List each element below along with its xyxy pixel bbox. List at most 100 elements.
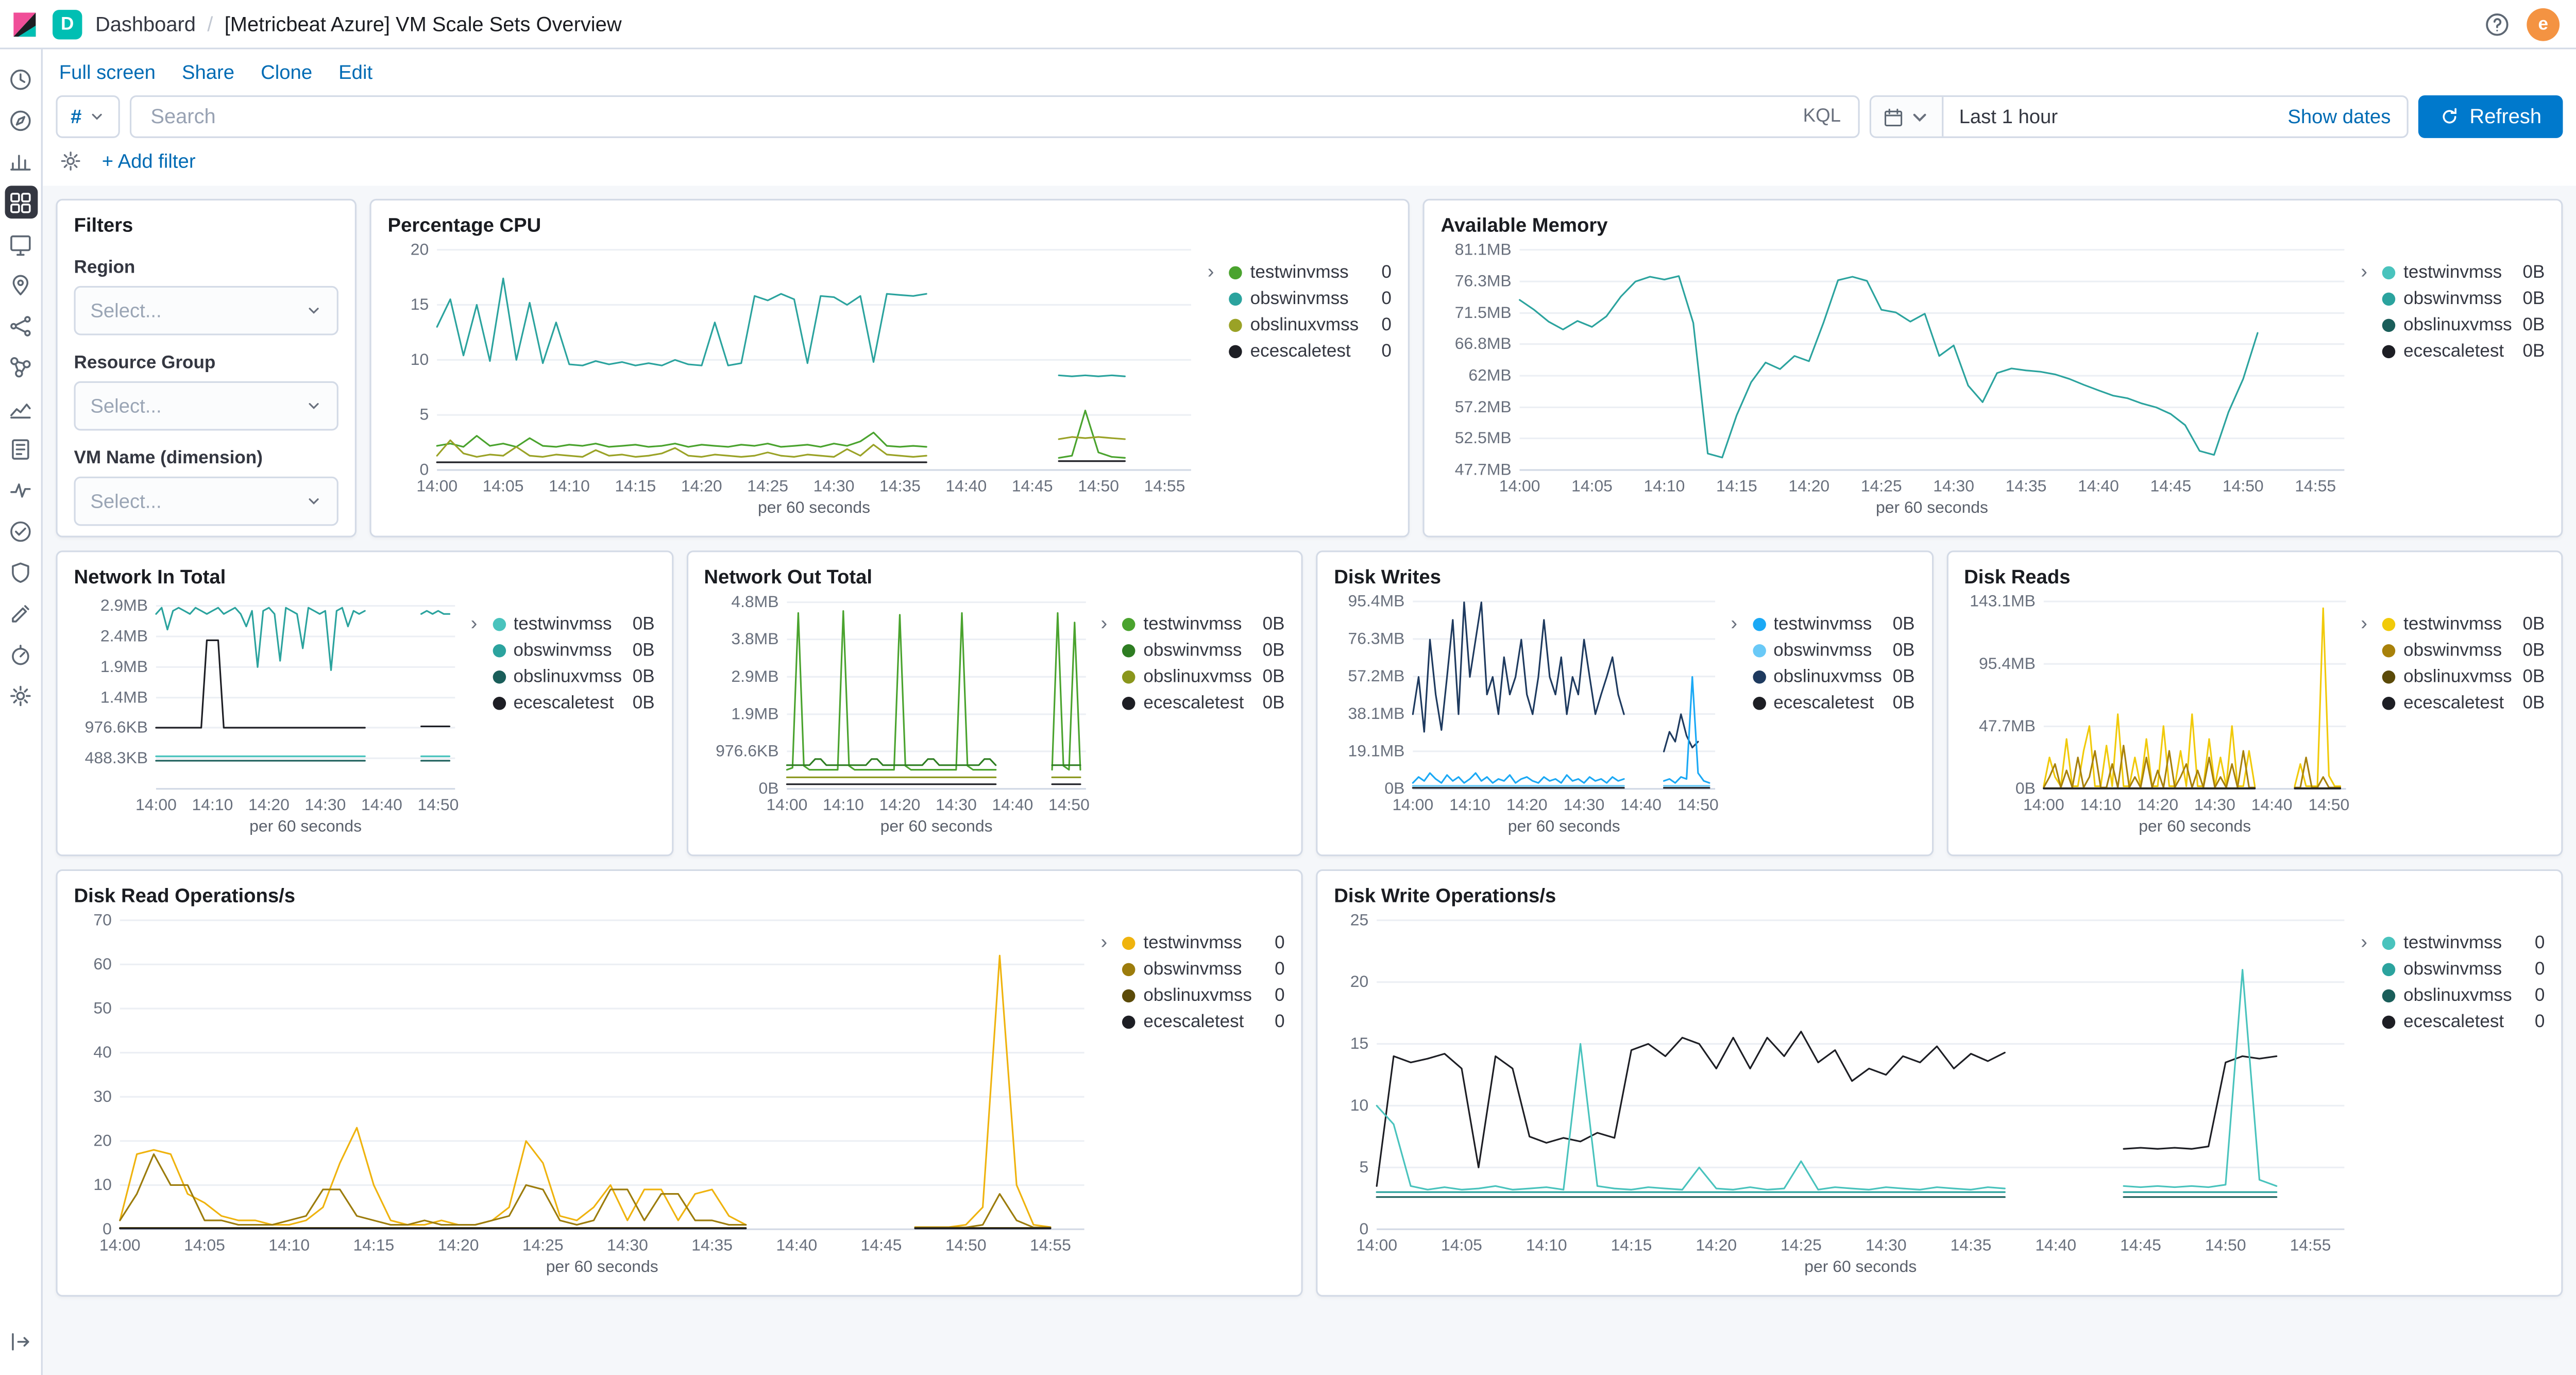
stack-monitoring-icon[interactable]	[4, 638, 37, 670]
time-range-value[interactable]: Last 1 hour	[1959, 105, 2058, 128]
help-icon[interactable]	[2484, 11, 2510, 37]
legend-item[interactable]: testwinvmss 0B	[492, 611, 655, 638]
legend-item[interactable]: obslinuxvmss 0B	[2382, 664, 2545, 690]
maps-icon[interactable]	[4, 268, 37, 301]
user-avatar[interactable]: e	[2527, 7, 2560, 41]
kibana-logo[interactable]	[10, 9, 39, 39]
network-in-chart[interactable]: 488.3KB 976.6KB 1.4MB 1.9MB 2.4MB 2.9MB 14:00 1…	[74, 592, 470, 842]
filter-settings-gear-icon[interactable]	[59, 149, 82, 173]
cpu-chart[interactable]: 0 5 10 15 20 14:00 14:05 14:10 14:15 14:20 14:25 14…	[388, 240, 1208, 523]
resource-group-select[interactable]: Select...	[74, 381, 338, 431]
legend-item[interactable]: ecescaletest 0B	[1752, 690, 1915, 716]
region-select[interactable]: Select...	[74, 286, 338, 336]
series-name: obswinvmss	[1250, 289, 1349, 309]
svg-text:14:20: 14:20	[438, 1236, 479, 1254]
canvas-icon[interactable]	[4, 227, 37, 260]
disk-reads-chart[interactable]: 0B 47.7MB 95.4MB 143.1MB 14:00 14:10 14:20 14:3…	[1964, 592, 2361, 842]
full-screen-link[interactable]: Full screen	[59, 60, 156, 84]
show-dates-button[interactable]: Show dates	[2287, 105, 2391, 128]
network-out-chart[interactable]: 0B 976.6KB 1.9MB 2.9MB 3.8MB 4.8MB 14:00 14:10 1…	[704, 592, 1100, 842]
quick-select-button[interactable]	[1870, 97, 1943, 137]
svg-text:976.6KB: 976.6KB	[85, 717, 148, 736]
series-name: ecescaletest	[513, 693, 614, 713]
legend-collapse-icon[interactable]: ›	[470, 611, 478, 634]
expand-sidebar-icon[interactable]	[8, 1329, 33, 1362]
svg-text:per 60 seconds: per 60 seconds	[879, 817, 992, 835]
legend-item[interactable]: obslinuxvmss 0	[1229, 312, 1392, 339]
add-filter-button[interactable]: + Add filter	[101, 149, 196, 173]
vm-name-select[interactable]: Select...	[74, 476, 338, 526]
management-icon[interactable]	[4, 679, 37, 712]
machine-learning-icon[interactable]	[4, 309, 37, 342]
legend-collapse-icon[interactable]: ›	[1100, 611, 1108, 634]
svg-text:14:10: 14:10	[822, 795, 863, 814]
legend-item[interactable]: ecescaletest 0B	[492, 690, 655, 716]
recently-viewed-icon[interactable]	[4, 62, 37, 95]
legend-item[interactable]: testwinvmss 0B	[2382, 260, 2545, 286]
legend-item[interactable]: obslinuxvmss 0	[2382, 983, 2545, 1009]
legend-item[interactable]: obswinvmss 0B	[2382, 638, 2545, 664]
legend-item[interactable]: ecescaletest 0B	[1122, 690, 1285, 716]
legend-item[interactable]: testwinvmss 0B	[1122, 611, 1285, 638]
clone-link[interactable]: Clone	[261, 60, 313, 84]
share-link[interactable]: Share	[181, 60, 235, 84]
main-content: Full screen Share Clone Edit # KQL	[42, 49, 2576, 1375]
sidebar-nav	[0, 49, 43, 1375]
legend-item[interactable]: ecescaletest 0B	[2382, 690, 2545, 716]
disk-writes-chart[interactable]: 0B 19.1MB 38.1MB 57.2MB 76.3MB 95.4MB 14:00 14:…	[1334, 592, 1731, 842]
legend-item[interactable]: obswinvmss 0B	[2382, 286, 2545, 312]
saved-query-menu-button[interactable]: #	[56, 95, 120, 138]
legend-item[interactable]: ecescaletest 0B	[2382, 339, 2545, 365]
legend-item[interactable]: obslinuxvmss 0B	[492, 664, 655, 690]
dev-tools-icon[interactable]	[4, 597, 37, 630]
legend-item[interactable]: obswinvmss 0	[1229, 286, 1392, 312]
legend-item[interactable]: ecescaletest 0	[1229, 339, 1392, 365]
refresh-button[interactable]: Refresh	[2418, 95, 2563, 138]
series-color-dot	[1752, 697, 1766, 710]
legend-collapse-icon[interactable]: ›	[1207, 259, 1214, 283]
legend-item[interactable]: obswinvmss 0	[2382, 957, 2545, 983]
siem-icon[interactable]	[4, 556, 37, 589]
legend-collapse-icon[interactable]: ›	[2361, 259, 2368, 283]
memory-chart[interactable]: 47.7MB 52.5MB 57.2MB 62MB 66.8MB 71.5MB 76.3MB…	[1441, 240, 2361, 523]
legend-item[interactable]: testwinvmss 0	[1229, 260, 1392, 286]
series-value: 0B	[1892, 667, 1915, 687]
metrics-icon[interactable]	[4, 391, 37, 424]
svg-text:1.9MB: 1.9MB	[731, 705, 778, 723]
disk-write-ops-chart[interactable]: 0 5 10 15 20 25 14:00 14:05 14:10 14:15 14:20 14:25…	[1334, 910, 2361, 1282]
legend-item[interactable]: obswinvmss 0B	[1752, 638, 1915, 664]
dashboard-icon[interactable]	[4, 186, 37, 219]
apm-icon[interactable]	[4, 473, 37, 506]
legend-item[interactable]: testwinvmss 0	[1122, 930, 1285, 957]
uptime-icon[interactable]	[4, 514, 37, 547]
legend-item[interactable]: obswinvmss 0B	[1122, 638, 1285, 664]
svg-text:14:35: 14:35	[691, 1236, 733, 1254]
legend-item[interactable]: obswinvmss 0	[1122, 957, 1285, 983]
breadcrumb-dashboard[interactable]: Dashboard	[95, 12, 196, 36]
legend-item[interactable]: obslinuxvmss 0B	[2382, 312, 2545, 339]
legend-collapse-icon[interactable]: ›	[1100, 930, 1108, 953]
disk-read-ops-chart[interactable]: 0 10 20 30 40 50 60 70 14:00 14:05 14:10 14:15 14:20…	[74, 910, 1100, 1282]
legend-collapse-icon[interactable]: ›	[1731, 611, 1738, 634]
legend-item[interactable]: ecescaletest 0	[1122, 1009, 1285, 1035]
legend-item[interactable]: testwinvmss 0	[2382, 930, 2545, 957]
legend-item[interactable]: ecescaletest 0	[2382, 1009, 2545, 1035]
legend-item[interactable]: obslinuxvmss 0B	[1752, 664, 1915, 690]
series-value: 0B	[2522, 667, 2545, 687]
panel-disk-writes: Disk Writes 0B 19.1MB 38.1MB 57.2MB 76.3MB 95…	[1316, 550, 1933, 857]
discover-icon[interactable]	[4, 104, 37, 137]
legend-collapse-icon[interactable]: ›	[2361, 611, 2368, 634]
visualize-icon[interactable]	[4, 145, 37, 178]
legend-item[interactable]: obslinuxvmss 0B	[1122, 664, 1285, 690]
legend-item[interactable]: obswinvmss 0B	[492, 638, 655, 664]
legend-item[interactable]: testwinvmss 0B	[1752, 611, 1915, 638]
graph-icon[interactable]	[4, 350, 37, 383]
kql-label[interactable]: KQL	[1803, 107, 1841, 127]
legend-collapse-icon[interactable]: ›	[2361, 930, 2368, 953]
logs-icon[interactable]	[4, 432, 37, 465]
legend-item[interactable]: testwinvmss 0B	[2382, 611, 2545, 638]
search-input[interactable]	[147, 103, 1790, 130]
dashboard-toolbar: Full screen Share Clone Edit	[43, 49, 2576, 89]
legend-item[interactable]: obslinuxvmss 0	[1122, 983, 1285, 1009]
edit-link[interactable]: Edit	[338, 60, 373, 84]
